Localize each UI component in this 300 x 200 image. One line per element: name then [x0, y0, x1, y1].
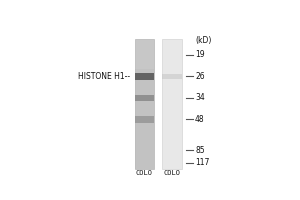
- Bar: [135, 73, 154, 80]
- Bar: [163, 74, 182, 79]
- Text: COLO: COLO: [136, 170, 153, 176]
- Bar: [135, 95, 154, 101]
- Text: 34: 34: [195, 93, 205, 102]
- Text: HISTONE H1--: HISTONE H1--: [78, 72, 130, 81]
- Bar: [135, 116, 154, 123]
- Text: 19: 19: [195, 50, 205, 59]
- Bar: [135, 69, 154, 169]
- Text: 48: 48: [195, 115, 205, 124]
- Text: COLO: COLO: [164, 170, 181, 176]
- Bar: [135, 39, 154, 169]
- Text: 85: 85: [195, 146, 205, 155]
- Text: (kD): (kD): [195, 36, 211, 45]
- Bar: [163, 39, 182, 169]
- Text: 117: 117: [195, 158, 209, 167]
- Text: 26: 26: [195, 72, 205, 81]
